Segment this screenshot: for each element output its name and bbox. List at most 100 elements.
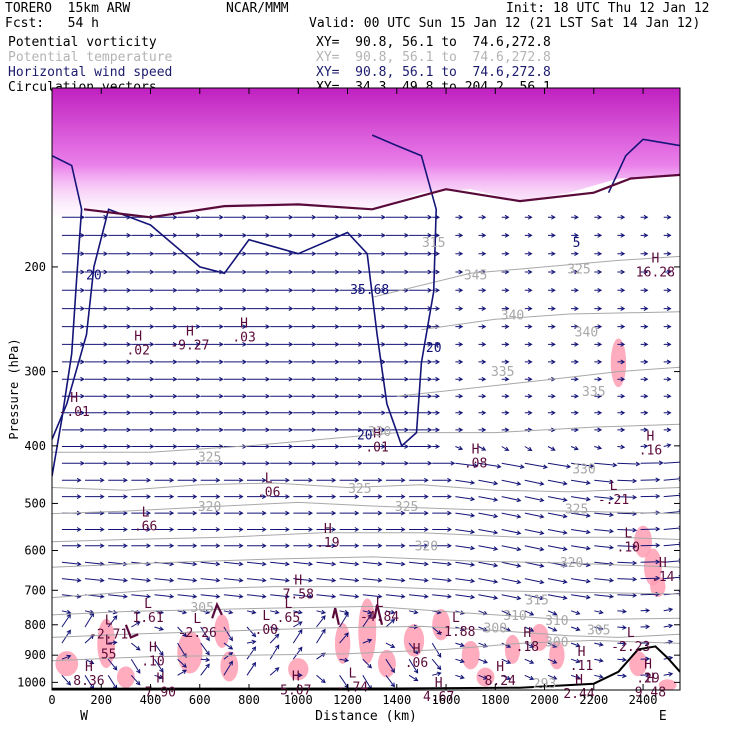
- circulation-vector: [640, 410, 649, 416]
- circulation-vector: [432, 427, 441, 433]
- circulation-vector: [293, 306, 317, 311]
- circulation-vector: [432, 393, 441, 399]
- circulation-vector: [108, 543, 128, 549]
- circulation-vector: [362, 609, 373, 615]
- circulation-vector: [617, 214, 626, 220]
- legend-xy-wind: XY= 90.8, 56.1 to 74.6,272.8: [316, 65, 551, 80]
- circulation-vector: [270, 342, 294, 347]
- circulation-vector: [409, 410, 433, 416]
- circulation-vector: [293, 672, 303, 678]
- circulation-vector: [547, 462, 572, 469]
- theta-contour: [52, 482, 680, 493]
- circulation-vector: [478, 376, 487, 382]
- theta-contour-label: 340: [575, 326, 598, 341]
- circulation-vector: [223, 306, 248, 311]
- circulation-vector: [223, 660, 233, 676]
- circulation-vector: [385, 577, 406, 583]
- circulation-vector: [432, 561, 452, 567]
- circulation-vector: [408, 658, 419, 674]
- circulation-vector: [478, 462, 502, 469]
- circulation-vector: [316, 674, 326, 684]
- circulation-vector: [385, 251, 410, 257]
- extremum-letter: L: [627, 626, 635, 641]
- circulation-vector: [455, 642, 465, 648]
- circulation-vector: [501, 496, 522, 503]
- circulation-vector: [177, 477, 198, 483]
- circulation-vector: [409, 306, 433, 311]
- pv-patch: [378, 649, 396, 678]
- circulation-vector: [594, 269, 603, 275]
- circulation-vector: [524, 251, 533, 257]
- circulation-vector: [571, 287, 579, 293]
- circulation-vector: [154, 460, 178, 466]
- pv-patch: [650, 576, 666, 597]
- extremum-letter: H: [70, 391, 78, 406]
- circulation-vector: [663, 410, 672, 416]
- circulation-vector: [455, 462, 479, 468]
- circulation-vector: [640, 591, 661, 597]
- pv-patch: [334, 623, 351, 664]
- extremum-value: 16.28: [636, 265, 675, 280]
- circulation-vector: [316, 593, 337, 599]
- circulation-vector: [524, 287, 533, 293]
- circulation-vector: [316, 359, 340, 365]
- extremum-value: 8.36: [73, 674, 104, 689]
- circulation-vector: [339, 510, 360, 516]
- circulation-vector: [571, 545, 591, 551]
- circulation-vector: [316, 628, 326, 644]
- circulation-vector: [223, 324, 248, 329]
- pv-patch: [97, 618, 116, 669]
- circulation-vector: [177, 427, 201, 433]
- extremum-letter: L: [105, 613, 113, 628]
- circulation-vector: [524, 324, 533, 329]
- circulation-vector: [177, 410, 201, 416]
- circulation-vector: [177, 233, 201, 238]
- circulation-vector: [385, 618, 396, 628]
- circulation-vector: [663, 376, 672, 382]
- circulation-vector: [61, 251, 86, 257]
- circulation-vector: [270, 593, 290, 599]
- extremum-value: 1.61: [132, 611, 163, 626]
- circulation-vector: [640, 324, 649, 329]
- circulation-vector: [524, 376, 533, 382]
- circulation-vector: [61, 444, 86, 449]
- circulation-vector: [432, 376, 441, 382]
- circulation-vector: [501, 393, 510, 399]
- circulation-vector: [640, 559, 661, 565]
- circulation-vector: [108, 376, 132, 382]
- circulation-vector: [247, 376, 271, 382]
- circulation-vector: [524, 393, 533, 399]
- circulation-vector: [524, 642, 535, 648]
- circulation-vector: [385, 477, 406, 483]
- circulation-vector: [594, 393, 603, 399]
- x-tick-label: 2400: [629, 693, 658, 707]
- circulation-vector: [316, 510, 337, 516]
- circulation-vector: [108, 527, 128, 532]
- extremum-value: -2.23: [611, 640, 650, 655]
- circulation-vector: [663, 342, 672, 347]
- circulation-vector: [339, 593, 360, 599]
- circulation-vector: [247, 269, 271, 275]
- circulation-vector: [455, 306, 464, 311]
- circulation-vector: [617, 306, 626, 311]
- circulation-vector: [108, 444, 132, 449]
- x-tick-label: 0: [48, 693, 55, 707]
- circulation-vectors: [61, 214, 680, 690]
- theta-contour: [52, 501, 680, 515]
- circulation-vector: [385, 674, 396, 688]
- circulation-vector: [432, 444, 441, 449]
- circulation-vector: [154, 642, 164, 657]
- circulation-vector: [246, 593, 267, 599]
- circulation-vector: [594, 462, 618, 468]
- circulation-vector: [61, 460, 86, 466]
- theta-contour-label: 325: [198, 450, 221, 465]
- plot-content: [52, 88, 680, 690]
- east-label: E: [659, 709, 667, 724]
- circulation-vector: [247, 306, 271, 311]
- circulation-vector: [663, 251, 672, 257]
- circulation-vector: [61, 477, 82, 483]
- circulation-vector: [154, 658, 164, 673]
- pv-patch: [549, 640, 565, 670]
- circulation-vector: [640, 460, 664, 466]
- extremum-value: 7.90: [145, 685, 176, 700]
